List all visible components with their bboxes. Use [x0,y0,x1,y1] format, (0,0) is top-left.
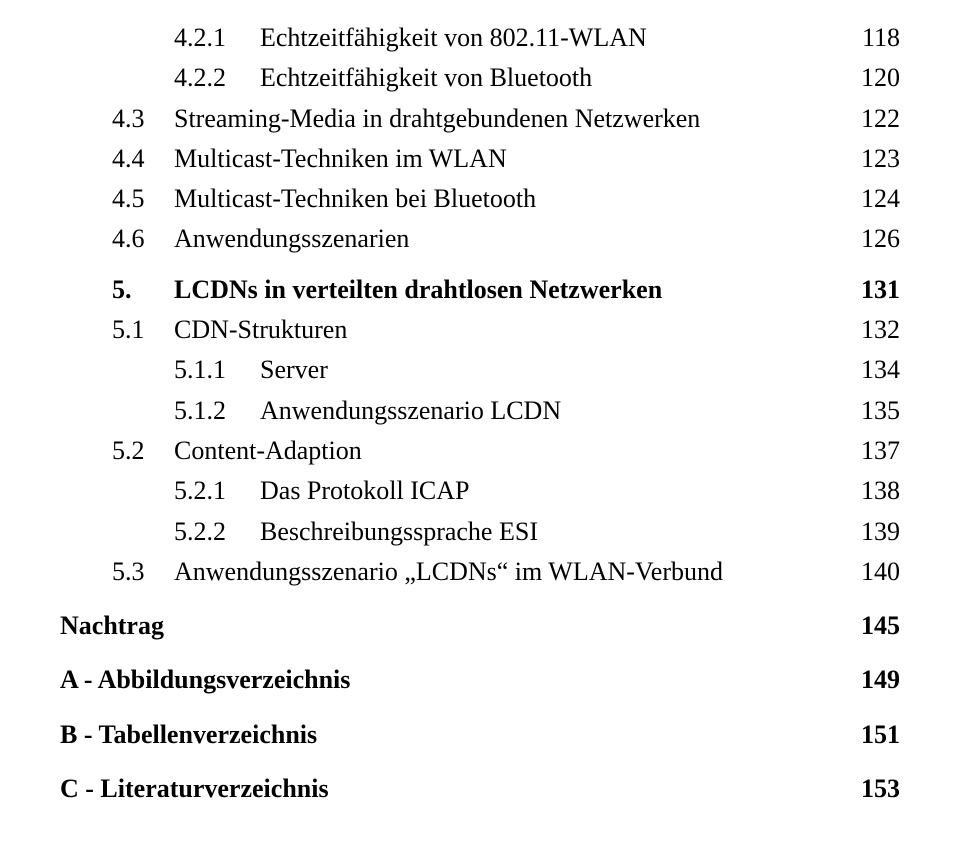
toc-entry-title: LCDNs in verteilten drahtlosen Netzwerke… [174,270,662,310]
toc-entry-page: 145 [861,606,900,646]
toc-entry-title: Das Protokoll ICAP [260,471,469,511]
toc-entry: 4.3Streaming-Media in drahtgebundenen Ne… [60,99,900,139]
toc-page: 4.2.1Echtzeitfähigkeit von 802.11-WLAN 11… [0,0,960,849]
toc-entry-number: 4.2.1 [174,18,260,58]
toc-entry-title: Content-Adaption [174,431,362,471]
toc-entry-title: B - Tabellenverzeichnis [60,715,317,755]
toc-entry-title: Anwendungsszenario „LCDNs“ im WLAN-Verbu… [174,552,723,592]
toc-entry-page: 137 [861,431,900,471]
toc-entry-number: 5.1.2 [174,391,260,431]
toc-entry-number: 5.3 [112,552,174,592]
toc-entry-title: A - Abbildungsverzeichnis [60,660,350,700]
toc-entry-title: Multicast-Techniken im WLAN [174,139,507,179]
toc-entry-page: 139 [861,512,900,552]
toc-entry: 4.2.2Echtzeitfähigkeit von Bluetooth 120 [60,58,900,98]
toc-entry-page: 120 [861,58,900,98]
toc-entry: 5.LCDNs in verteilten drahtlosen Netzwer… [60,270,900,310]
toc-entry-title: CDN-Strukturen [174,310,347,350]
toc-entry-page: 140 [861,552,900,592]
toc-entry-page: 118 [862,18,900,58]
toc-entry-number: 5.2.2 [174,512,260,552]
toc-entry-page: 131 [861,270,900,310]
toc-container: 4.2.1Echtzeitfähigkeit von 802.11-WLAN 11… [60,18,900,809]
toc-entry-page: 151 [861,715,900,755]
toc-entry-page: 122 [861,99,900,139]
toc-entry-page: 126 [861,219,900,259]
toc-entry-title: Anwendungsszenarien [174,219,409,259]
toc-entry-page: 124 [861,179,900,219]
toc-entry: A - Abbildungsverzeichnis 149 [60,660,900,700]
toc-entry-title: Nachtrag [60,606,164,646]
toc-entry-number: 5. [112,270,174,310]
toc-entry: 4.6Anwendungsszenarien 126 [60,219,900,259]
toc-entry: 5.1CDN-Strukturen 132 [60,310,900,350]
toc-entry-number: 4.3 [112,99,174,139]
toc-entry-number: 5.2.1 [174,471,260,511]
toc-entry-page: 153 [861,769,900,809]
toc-entry-number: 4.5 [112,179,174,219]
toc-entry: 4.2.1Echtzeitfähigkeit von 802.11-WLAN 11… [60,18,900,58]
toc-entry: 4.5Multicast-Techniken bei Bluetooth 124 [60,179,900,219]
toc-entry-title: Echtzeitfähigkeit von 802.11-WLAN [260,18,647,58]
toc-entry-title: Echtzeitfähigkeit von Bluetooth [260,58,592,98]
toc-entry: B - Tabellenverzeichnis 151 [60,715,900,755]
toc-entry-page: 123 [861,139,900,179]
toc-entry-number: 5.1.1 [174,350,260,390]
toc-entry-number: 4.6 [112,219,174,259]
toc-entry-title: Anwendungsszenario LCDN [260,391,561,431]
toc-entry: 5.2.1Das Protokoll ICAP 138 [60,471,900,511]
toc-entry-number: 5.2 [112,431,174,471]
toc-entry-page: 138 [861,471,900,511]
toc-entry-number: 4.2.2 [174,58,260,98]
toc-entry: Nachtrag 145 [60,606,900,646]
toc-entry-page: 134 [861,350,900,390]
toc-entry: 4.4Multicast-Techniken im WLAN 123 [60,139,900,179]
toc-entry-page: 135 [861,391,900,431]
toc-entry-page: 132 [861,310,900,350]
toc-entry-title: Server [260,350,328,390]
toc-entry: 5.1.2Anwendungsszenario LCDN 135 [60,391,900,431]
toc-entry: C - Literaturverzeichnis 153 [60,769,900,809]
toc-entry-number: 4.4 [112,139,174,179]
toc-entry-number: 5.1 [112,310,174,350]
toc-entry-title: C - Literaturverzeichnis [60,769,329,809]
toc-entry: 5.2Content-Adaption 137 [60,431,900,471]
toc-entry-title: Streaming-Media in drahtgebundenen Netzw… [174,99,700,139]
toc-entry-title: Multicast-Techniken bei Bluetooth [174,179,536,219]
toc-entry: 5.1.1Server 134 [60,350,900,390]
toc-entry-title: Beschreibungssprache ESI [260,512,538,552]
toc-entry-page: 149 [861,660,900,700]
toc-entry: 5.3Anwendungsszenario „LCDNs“ im WLAN-Ve… [60,552,900,592]
toc-entry: 5.2.2Beschreibungssprache ESI 139 [60,512,900,552]
